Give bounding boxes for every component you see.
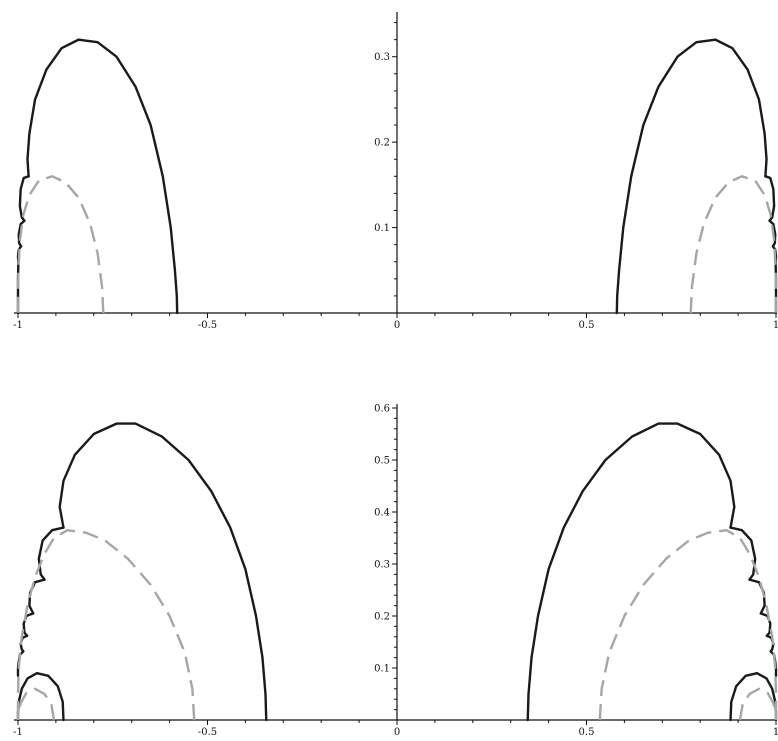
dashed-curve-1-15 xyxy=(16,687,56,721)
x-tick-label: 1 xyxy=(773,320,778,331)
dashed-curve-0-10 xyxy=(16,175,105,314)
x-tick-label: 0.5 xyxy=(579,727,595,738)
dashed-curve-1-14 xyxy=(16,528,196,721)
y-tick-label: 0.5 xyxy=(374,456,390,467)
x-tick-label: -0.5 xyxy=(198,320,217,331)
y-tick-label: 0.4 xyxy=(374,508,390,519)
solid-curve-1-2 xyxy=(28,578,46,615)
dashed-curve-1-16 xyxy=(598,528,778,721)
solid-curve-1-9 xyxy=(748,578,766,615)
solid-curve-0-7 xyxy=(768,219,777,248)
top-panel: -1 -0.5 0 0.5 1 0.1 0.2 0.3 xyxy=(13,12,778,331)
x-tick-label: 0 xyxy=(394,727,400,738)
solid-curve-0-2 xyxy=(17,219,26,248)
solid-curve-1-7 xyxy=(526,422,736,722)
y-tick-label: 0.2 xyxy=(374,138,390,149)
solid-curve-1-8 xyxy=(729,526,757,581)
dashed-curve-0-11 xyxy=(689,175,778,314)
x-tick-label: -0.5 xyxy=(198,727,217,738)
solid-curve-0-0 xyxy=(26,38,179,315)
solid-curve-1-10 xyxy=(759,612,772,637)
solid-curve-1-3 xyxy=(22,612,35,637)
solid-curve-0-1 xyxy=(18,175,30,222)
y-tick-label: 0.6 xyxy=(374,404,390,415)
dashed-curve-1-17 xyxy=(738,687,778,721)
y-tick-label: 0.1 xyxy=(374,664,390,675)
y-tick-label: 0.3 xyxy=(374,560,390,571)
y-tick-label: 0.3 xyxy=(374,52,390,63)
solid-curve-1-0 xyxy=(58,422,268,722)
y-tick-label: 0.2 xyxy=(374,612,390,623)
x-tick-label: -1 xyxy=(13,727,23,738)
solid-curve-1-1 xyxy=(37,526,65,581)
x-tick-label: 1 xyxy=(773,727,778,738)
solid-curve-0-5 xyxy=(615,38,768,315)
x-tick-label: 0.5 xyxy=(579,320,595,331)
x-tick-label: 0 xyxy=(394,320,400,331)
y-tick-label: 0.1 xyxy=(374,223,390,234)
solid-curve-0-6 xyxy=(764,175,776,222)
x-tick-label: -1 xyxy=(13,320,23,331)
bottom-panel: -1 -0.5 0 0.5 1 0.1 0.2 0.3 0.4 0.5 0.6 xyxy=(13,404,778,739)
